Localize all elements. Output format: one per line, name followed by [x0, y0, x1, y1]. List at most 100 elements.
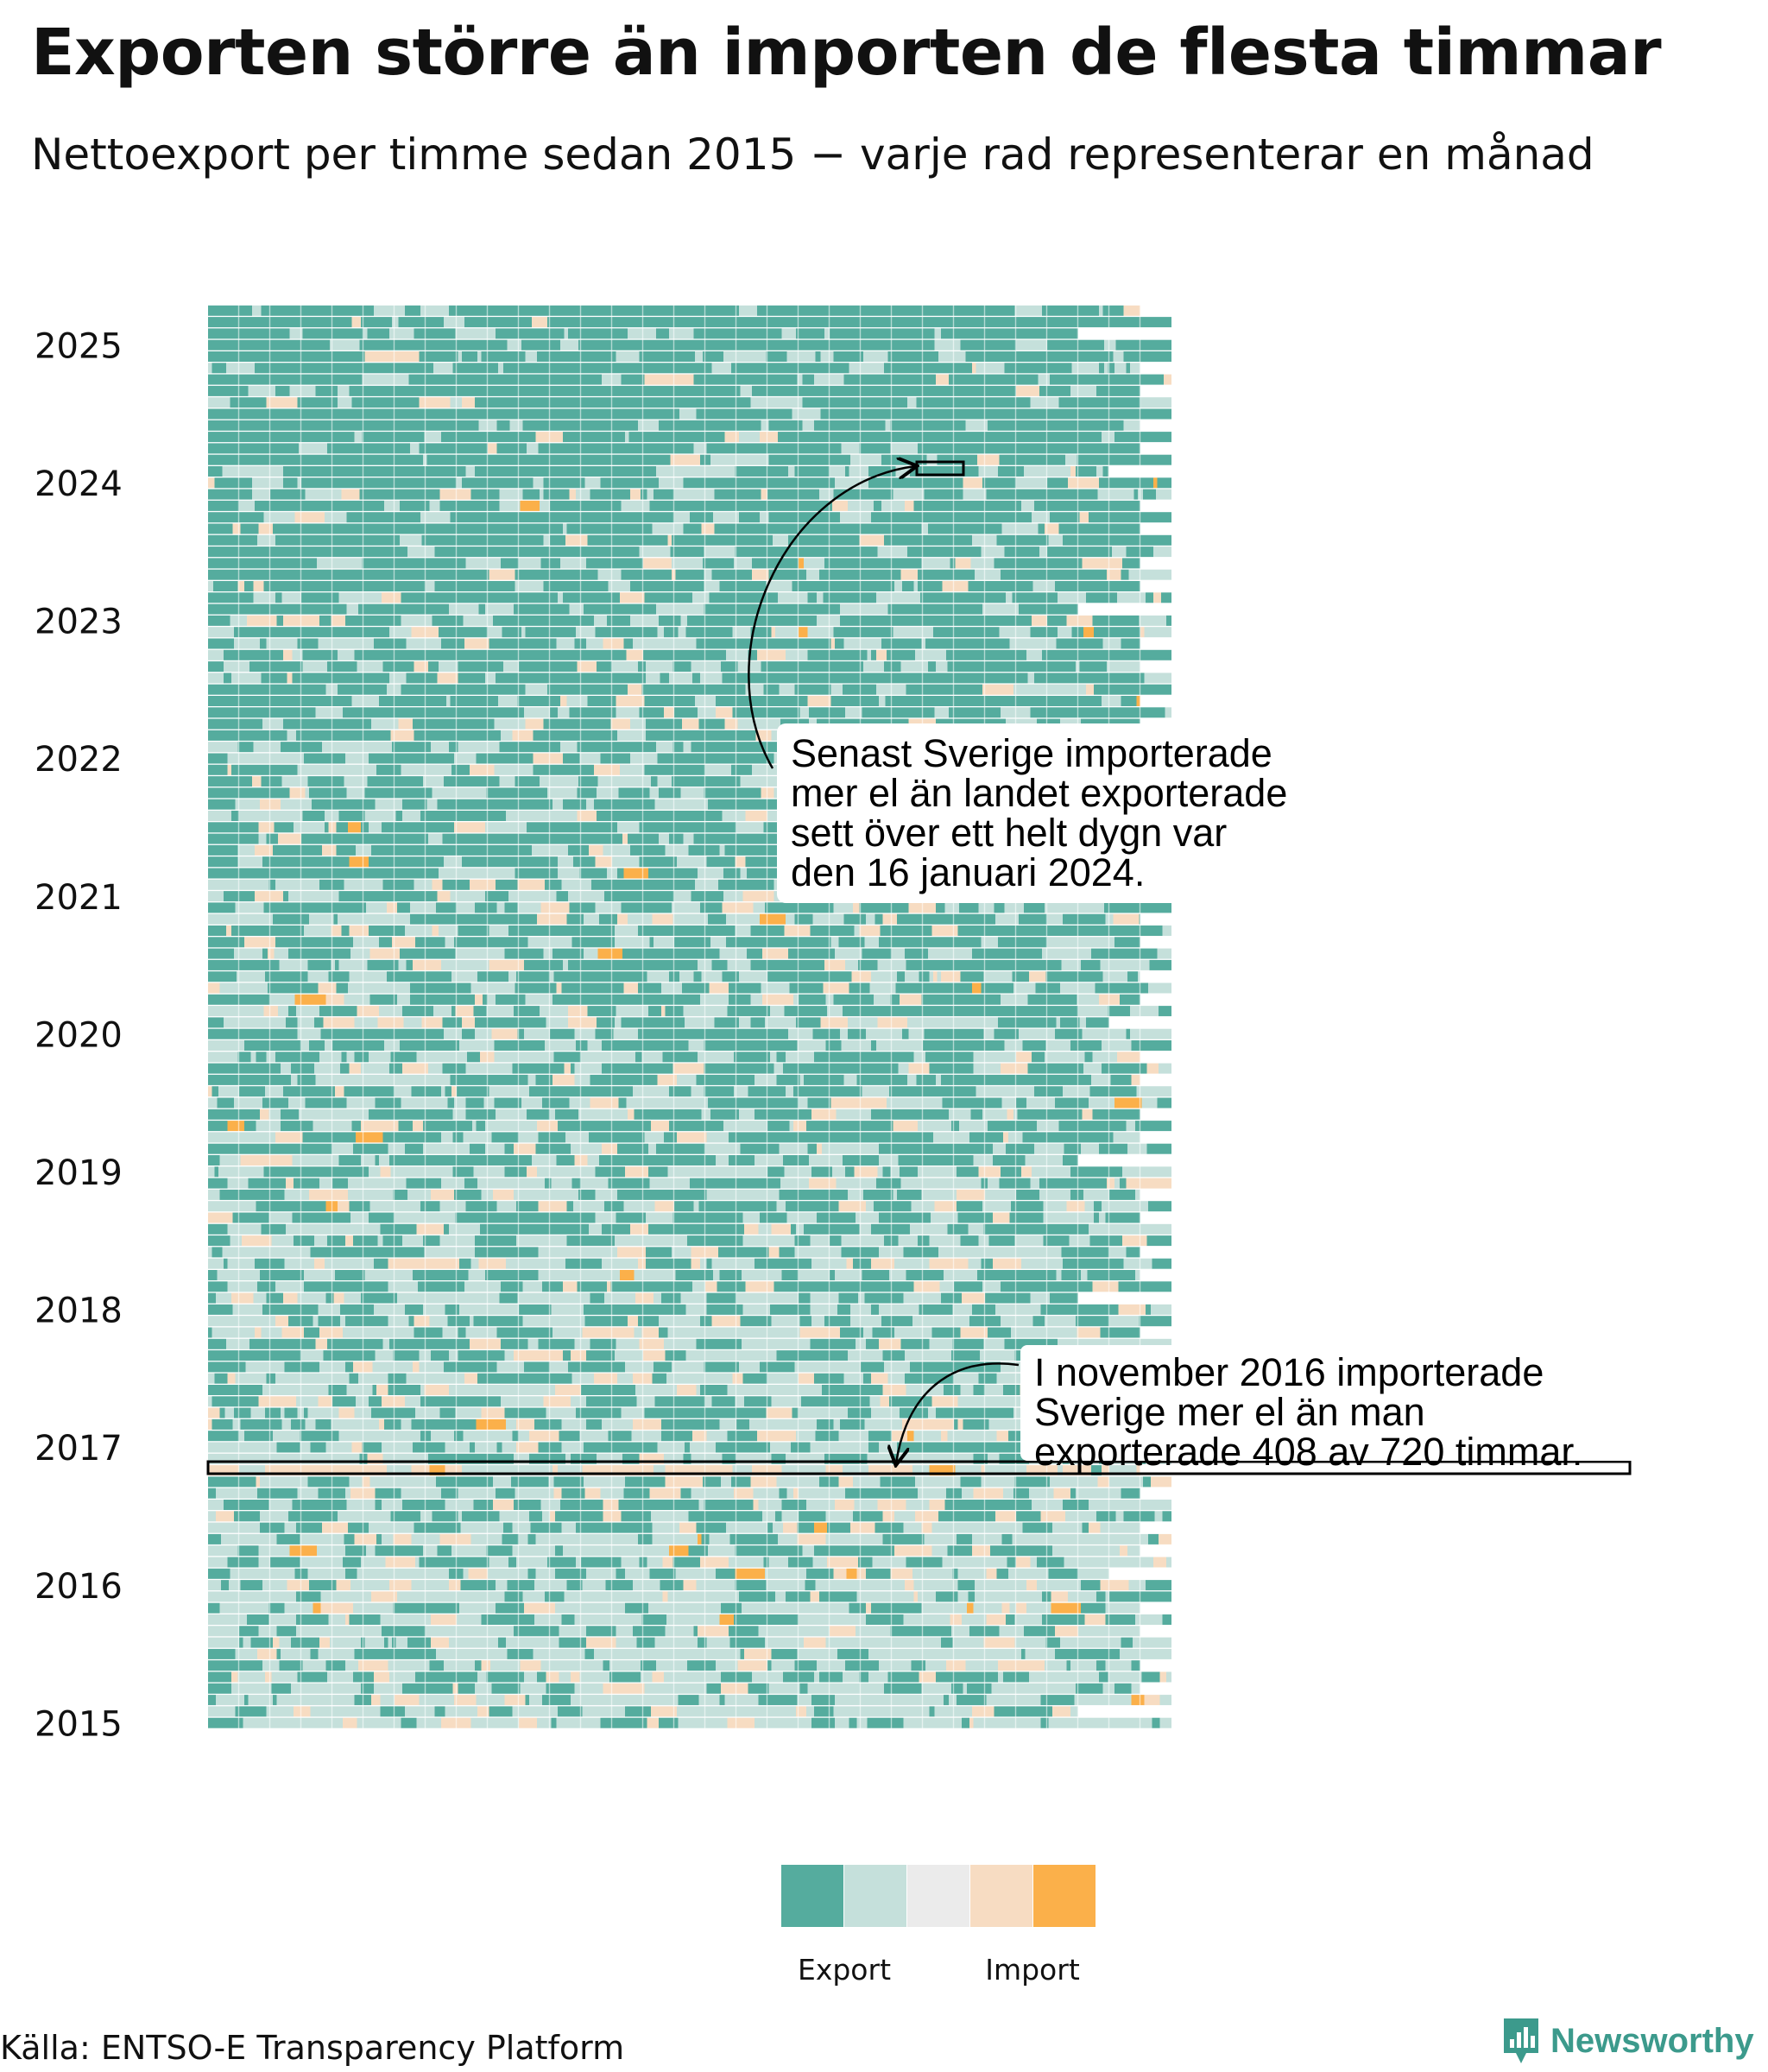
heatmap-cell	[490, 799, 511, 810]
heatmap-cell	[563, 1223, 570, 1235]
heatmap-cell	[602, 1418, 633, 1430]
heatmap-cell	[245, 1533, 277, 1545]
heatmap-cell	[571, 730, 602, 741]
heatmap-cell	[1032, 1304, 1041, 1315]
heatmap-cell	[231, 1292, 254, 1304]
heatmap-cell	[652, 913, 673, 925]
heatmap-cell	[208, 879, 212, 890]
heatmap-cell	[488, 1074, 516, 1085]
heatmap-cell	[320, 1166, 325, 1178]
heatmap-cell	[780, 1717, 811, 1728]
heatmap-cell	[294, 822, 325, 833]
heatmap-cell	[951, 1361, 980, 1373]
heatmap-cell	[413, 959, 435, 970]
heatmap-cell	[574, 1442, 584, 1453]
heatmap-cell	[913, 1281, 940, 1292]
heatmap-cell	[411, 1418, 435, 1430]
heatmap-cell	[296, 1006, 319, 1017]
heatmap-cell	[393, 833, 407, 844]
heatmap-cell	[679, 1418, 703, 1430]
heatmap-cell	[672, 902, 700, 913]
heatmap-cell	[911, 1545, 932, 1557]
heatmap-cell	[692, 913, 698, 925]
heatmap-cell	[227, 1373, 236, 1384]
heatmap-cell	[665, 1602, 673, 1614]
heatmap-cell	[1115, 707, 1124, 718]
heatmap-cell	[874, 1201, 883, 1212]
heatmap-cell	[783, 1155, 799, 1166]
heatmap-cell	[983, 1223, 990, 1235]
heatmap-cell	[693, 971, 702, 982]
heatmap-cell	[1122, 1235, 1147, 1247]
heatmap-cell	[460, 707, 490, 718]
heatmap-cell	[276, 1648, 281, 1659]
heatmap-cell	[822, 1385, 852, 1395]
heatmap-cell	[742, 1602, 762, 1614]
heatmap-cell	[1079, 1281, 1093, 1292]
heatmap-cell	[273, 913, 278, 925]
heatmap-cell	[609, 1442, 630, 1453]
heatmap-cell	[594, 1648, 607, 1659]
heatmap-cell	[538, 1132, 565, 1143]
heatmap-cell	[310, 1442, 326, 1453]
heatmap-cell	[353, 937, 379, 948]
heatmap-cell	[496, 1304, 511, 1315]
heatmap-cell	[981, 1591, 1001, 1602]
heatmap-cell	[626, 925, 638, 936]
heatmap-cell	[433, 948, 445, 959]
heatmap-cell	[799, 1074, 804, 1085]
heatmap-cell	[691, 1671, 721, 1683]
heatmap-cell	[512, 753, 516, 764]
heatmap-cell	[657, 776, 672, 787]
heatmap-cell	[898, 1155, 922, 1166]
heatmap-cell	[1140, 982, 1148, 994]
heatmap-cell	[929, 1338, 946, 1349]
heatmap-cell	[410, 1373, 427, 1384]
heatmap-cell	[468, 1568, 488, 1579]
heatmap-cell	[718, 1212, 743, 1223]
heatmap-cell	[392, 1648, 417, 1659]
heatmap-cell	[382, 822, 404, 833]
heatmap-cell	[441, 1178, 464, 1189]
heatmap-cell	[986, 1097, 1002, 1109]
heatmap-cell	[297, 1385, 329, 1395]
heatmap-cell	[460, 1580, 477, 1591]
heatmap-cell	[651, 1706, 677, 1717]
heatmap-cell	[227, 1121, 244, 1132]
heatmap-cell	[256, 1121, 281, 1132]
heatmap-cell	[789, 982, 793, 994]
heatmap-cell	[706, 1717, 728, 1728]
heatmap-cell	[563, 959, 568, 970]
heatmap-cell	[589, 1247, 617, 1258]
heatmap-cell	[467, 1648, 488, 1659]
heatmap-cell	[543, 1189, 552, 1200]
heatmap-cell	[950, 684, 966, 695]
heatmap-cell	[1039, 1189, 1060, 1200]
heatmap-cell	[576, 1407, 607, 1418]
heatmap-cell	[485, 1270, 508, 1280]
heatmap-cell	[470, 879, 496, 890]
heatmap-cell	[537, 1121, 558, 1132]
heatmap-cell	[703, 1373, 720, 1384]
heatmap-cell	[867, 1545, 894, 1557]
heatmap-cell	[824, 1316, 850, 1327]
heatmap-cell	[946, 1052, 974, 1063]
heatmap-cell	[208, 1212, 233, 1223]
heatmap-cell	[527, 971, 550, 982]
heatmap-cell	[313, 868, 335, 879]
heatmap-cell	[706, 856, 736, 868]
heatmap-cell	[208, 1121, 228, 1132]
heatmap-cell	[261, 1327, 282, 1338]
heatmap-cell	[375, 1580, 389, 1591]
heatmap-cell	[273, 1396, 296, 1407]
heatmap-cell	[1121, 1063, 1147, 1074]
heatmap-cell	[450, 1511, 458, 1522]
heatmap-cell	[256, 1476, 260, 1488]
heatmap-cell	[875, 1717, 904, 1728]
heatmap-cell	[1024, 1304, 1033, 1315]
heatmap-cell	[623, 982, 638, 994]
heatmap-cell	[415, 1407, 440, 1418]
heatmap-cell	[913, 1431, 941, 1442]
heatmap-cell	[639, 822, 666, 833]
heatmap-cell	[1128, 1327, 1140, 1338]
